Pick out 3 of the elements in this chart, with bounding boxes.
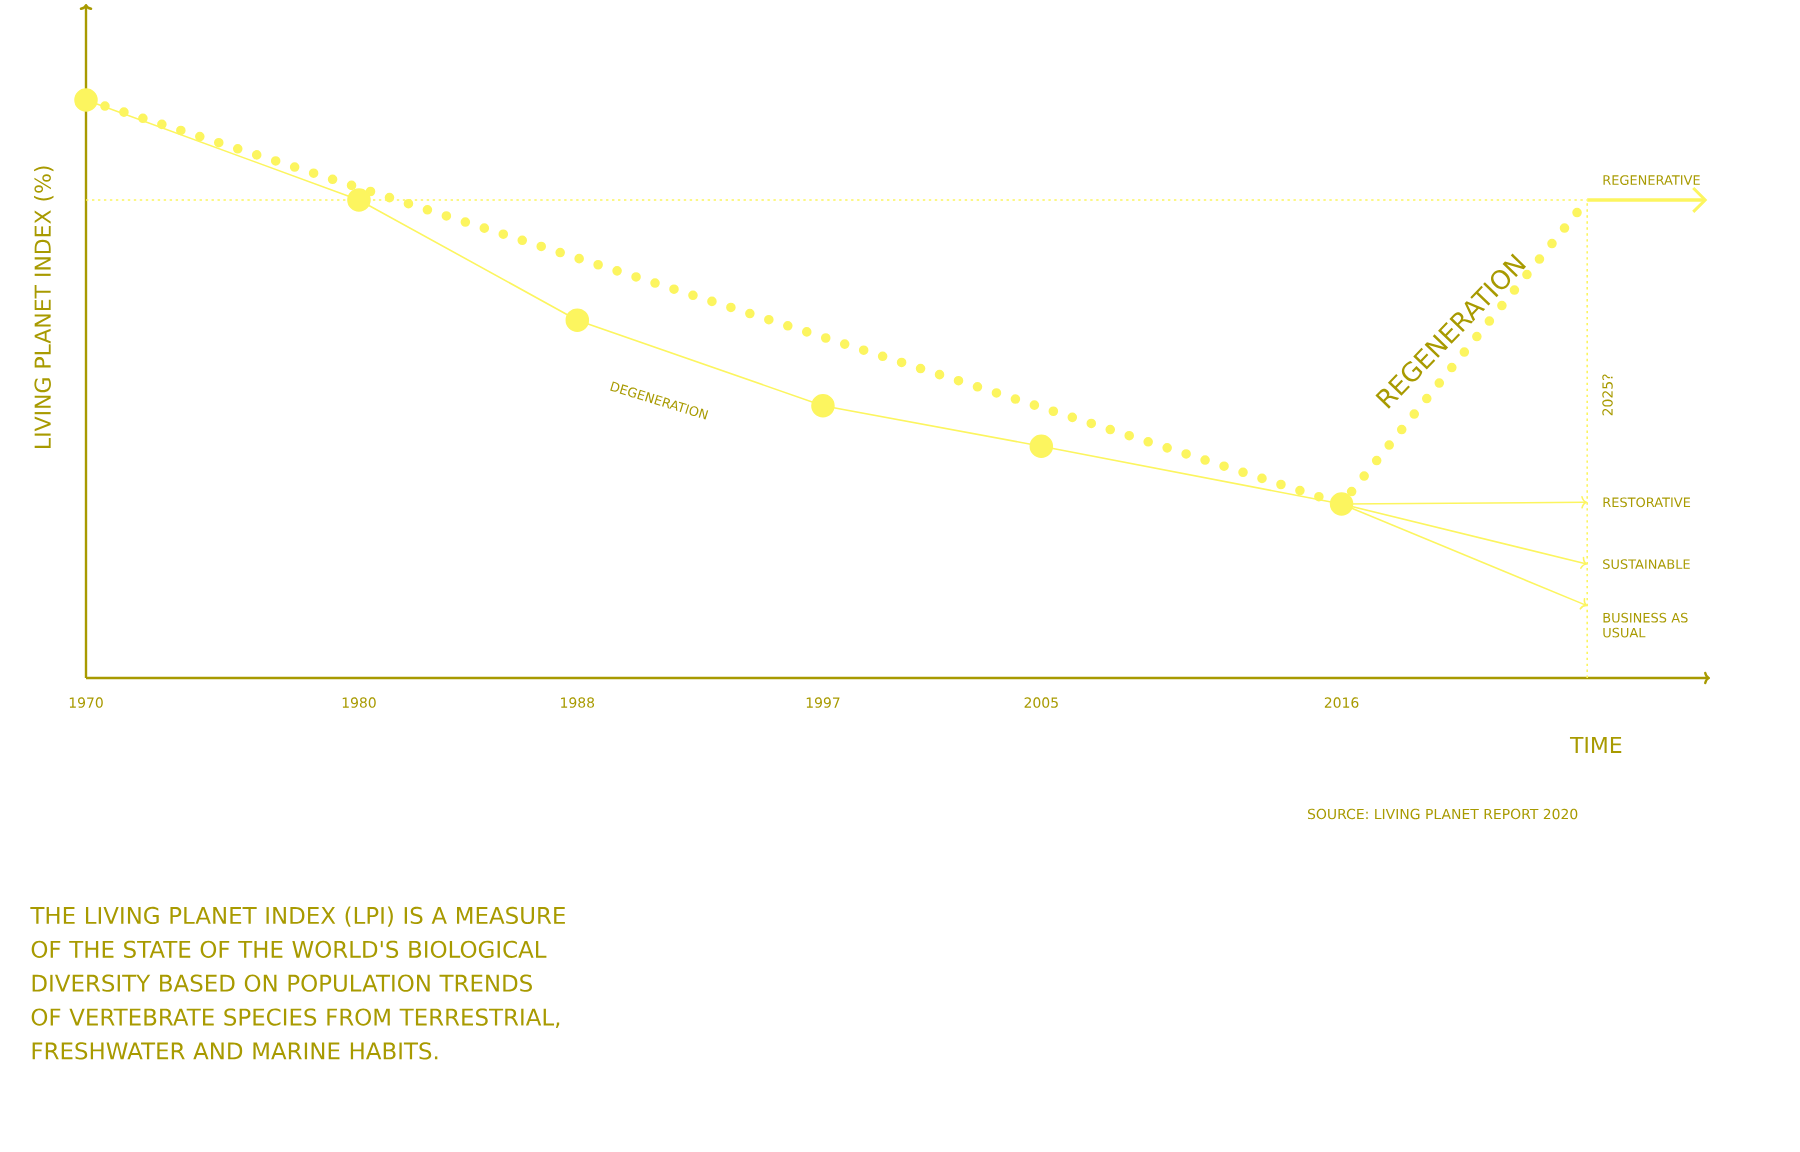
y-axis-title: LIVING PLANET INDEX (%)	[34, 166, 54, 448]
x-axis-title: TIME	[1569, 736, 1622, 753]
text: THE LIVING PLANET INDEX (LPI) IS A MEASURE OF THE STATE OF THE WORLD'S BIOLOGICAL DIVERSITY BASED ON POPULATION TRENDS OF VERTEBRATE SPECIES FROM TERRESTRIAL, FRESHWATER AND MARINE HABITS.	[30, 906, 565, 1060]
